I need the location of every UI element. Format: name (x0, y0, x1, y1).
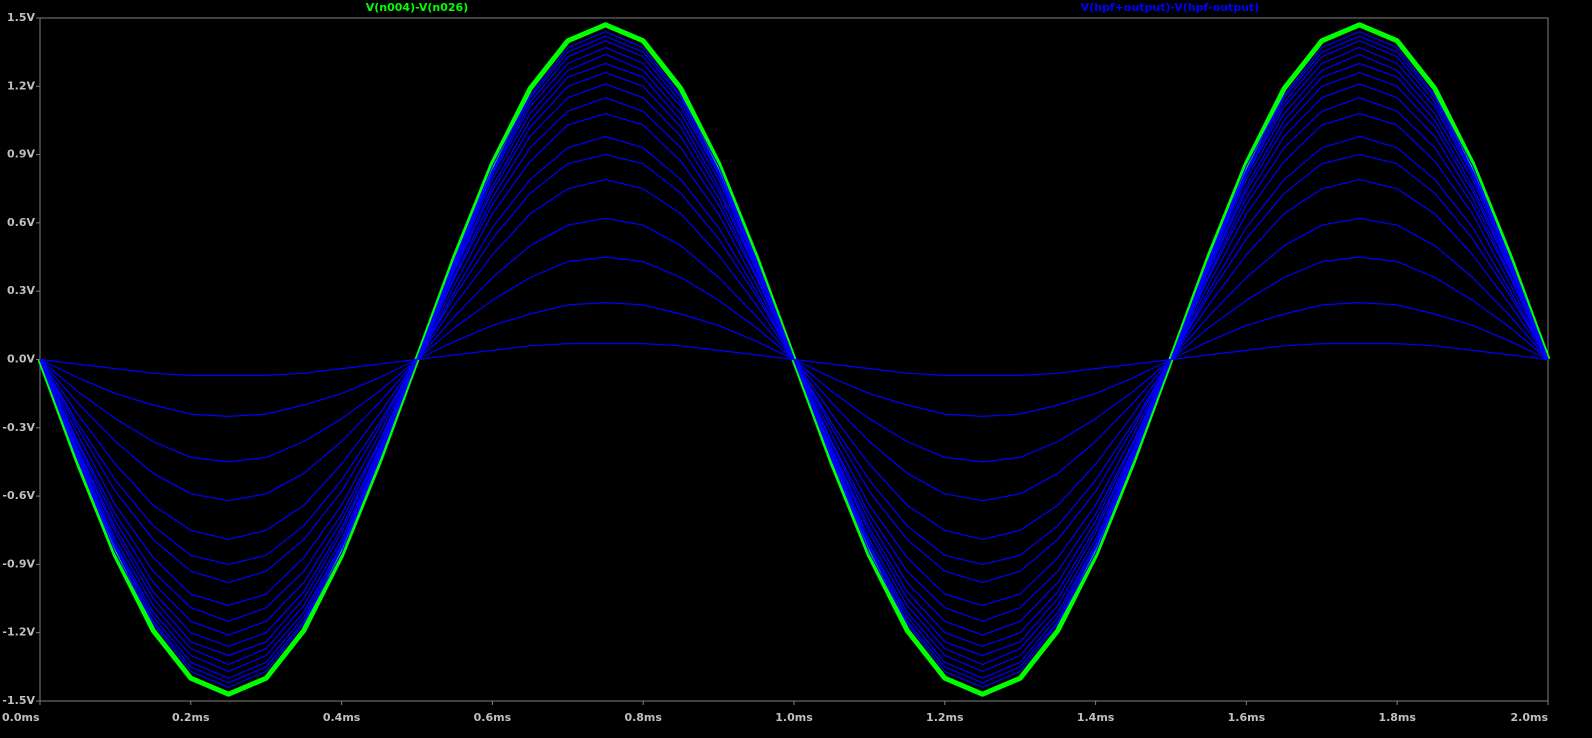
x-tick-label: 0.2ms (172, 711, 210, 724)
y-tick-label: 1.5V (7, 11, 35, 24)
y-tick-label: -1.5V (2, 694, 35, 707)
x-tick-label: 1.2ms (926, 711, 964, 724)
y-tick-label: 0.0V (7, 353, 35, 366)
x-tick-label: 2.0ms (1511, 711, 1549, 724)
legend-label: V(n004)-V(n026) (366, 1, 469, 14)
y-tick-label: -0.9V (2, 557, 35, 570)
y-tick-label: 0.6V (7, 216, 35, 229)
x-tick-label: 0.6ms (474, 711, 512, 724)
x-tick-label: 0.8ms (624, 711, 662, 724)
y-tick-label: -0.3V (2, 421, 35, 434)
x-tick-label: 0.4ms (323, 711, 361, 724)
x-tick-label: 1.8ms (1378, 711, 1416, 724)
step-trace (39, 343, 1549, 376)
y-tick-label: 0.3V (7, 284, 35, 297)
x-tick-label: 1.0ms (775, 711, 813, 724)
y-tick-label: -1.2V (2, 626, 35, 639)
x-tick-label: 1.6ms (1228, 711, 1266, 724)
legend-label: V(hpf+output)-V(hpf-output) (1081, 1, 1260, 14)
y-tick-label: 0.9V (7, 148, 35, 161)
y-tick-label: -0.6V (2, 489, 35, 502)
x-tick-label: 1.4ms (1077, 711, 1115, 724)
x-tick-label: 0.0ms (2, 711, 40, 724)
y-tick-label: 1.2V (7, 79, 35, 92)
